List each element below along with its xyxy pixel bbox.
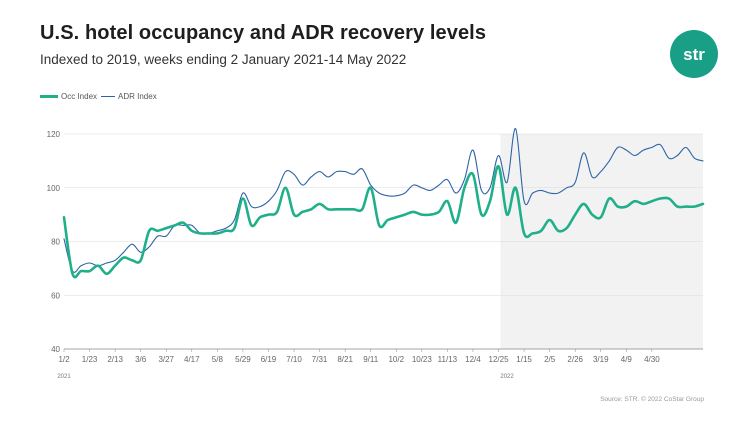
x-tick-label: 10/23	[412, 355, 433, 364]
y-tick-label: 120	[47, 130, 61, 139]
chart-title: U.S. hotel occupancy and ADR recovery le…	[40, 22, 487, 44]
source-note: Source: STR. © 2022 CoStar Group	[600, 396, 704, 403]
x-tick-label: 5/29	[235, 355, 251, 364]
x-tick-label: 7/31	[312, 355, 328, 364]
x-tick-label: 1/2	[58, 355, 70, 364]
str-logo: str	[670, 30, 718, 78]
series-line-occ-index	[62, 164, 705, 279]
legend-item-occ: Occ Index	[40, 92, 97, 101]
x-tick-label: 6/19	[261, 355, 277, 364]
series-line-adr-index	[63, 128, 704, 273]
y-tick-label: 60	[51, 291, 60, 300]
x-tick-label: 11/13	[438, 355, 458, 364]
legend-label-occ: Occ Index	[61, 92, 98, 101]
x-tick-label: 12/4	[465, 355, 481, 364]
x-tick-label: 7/10	[286, 355, 302, 364]
legend-item-adr: ADR Index	[101, 92, 157, 101]
x-tick-label: 1/23	[82, 355, 98, 364]
legend-label-adr: ADR Index	[118, 92, 157, 101]
x-tick-label: 10/2	[388, 355, 404, 364]
x-tick-label: 12/25	[489, 355, 510, 364]
x-tick-label: 4/9	[621, 355, 633, 364]
x-tick-label: 4/17	[184, 355, 200, 364]
y-tick-label: 100	[47, 184, 61, 193]
x-tick-label: 3/27	[158, 355, 174, 364]
x-tick-label: 9/11	[363, 355, 379, 364]
legend-swatch-occ	[40, 95, 58, 98]
chart-subtitle: Indexed to 2019, weeks ending 2 January …	[40, 52, 407, 67]
x-tick-label: 3/6	[135, 355, 147, 364]
x-tick-label: 5/8	[212, 355, 224, 364]
legend-swatch-adr	[101, 96, 116, 97]
series-layer	[62, 128, 705, 279]
grid-layer	[64, 133, 703, 296]
year-label: 2021	[57, 374, 71, 380]
year-label: 2022	[500, 374, 514, 380]
y-tick-label: 80	[51, 238, 60, 247]
x-tick-label: 4/30	[644, 355, 660, 364]
logo-text: str	[683, 45, 705, 64]
x-tick-label: 2/13	[107, 355, 123, 364]
y-tick-label: 40	[51, 345, 60, 354]
x-tick-label: 1/15	[516, 355, 532, 364]
logo-circle	[670, 30, 718, 78]
x-tick-label: 8/21	[337, 355, 353, 364]
x-tick-label: 3/19	[593, 355, 609, 364]
legend: Occ Index ADR Index	[40, 92, 161, 101]
x-tick-label: 2/26	[567, 355, 583, 364]
axis-layer: 40 60 80 100 120 1/2 1/23 2/13 3/6 3/27 4/17 5/8 5/2…	[47, 130, 703, 380]
x-tick-label: 2/5	[544, 355, 556, 364]
